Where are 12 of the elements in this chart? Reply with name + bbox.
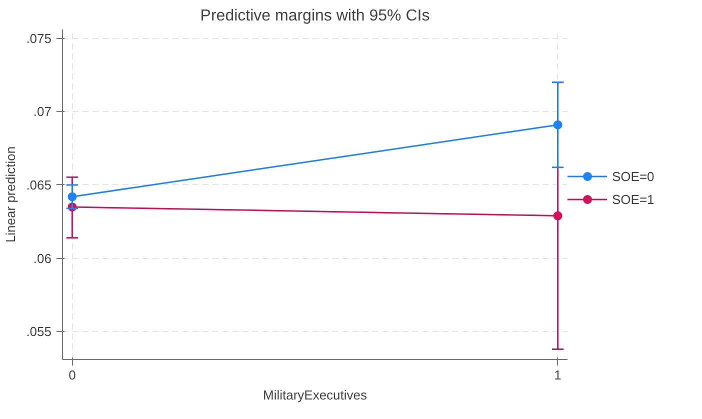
y-tick-label: .075	[26, 30, 52, 46]
y-axis-title: Linear prediction	[3, 146, 18, 243]
x-tick-label: 1	[554, 368, 562, 382]
legend-label: SOE=1	[612, 192, 654, 206]
x-tick-label: 0	[68, 368, 76, 382]
y-tick-label: .055	[26, 324, 52, 340]
legend-label: SOE=0	[612, 168, 654, 184]
y-tick-label: .07	[33, 104, 52, 120]
y-tick-label: .06	[33, 250, 52, 266]
chart-title: Predictive margins with 95% CIs	[200, 8, 430, 24]
x-axis-title: MilitaryExecutives	[262, 388, 368, 402]
y-tick-label: .065	[26, 177, 52, 192]
